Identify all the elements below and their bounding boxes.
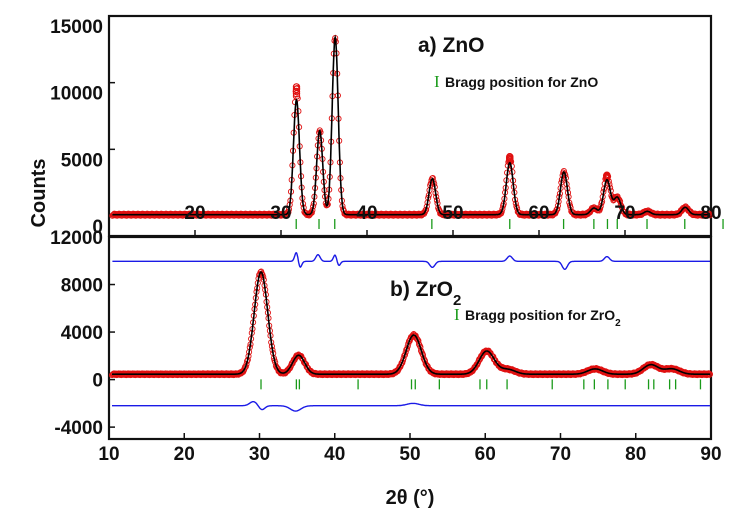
xtick-label-a-5: 70: [614, 203, 635, 224]
ytick-label-a-2: 10000: [50, 84, 103, 105]
observed-series-a: [109, 34, 713, 219]
xtick-label-a-1: 30: [270, 203, 291, 224]
xtick-label-b-8: 90: [700, 444, 721, 465]
panel-b-marks: [108, 268, 714, 412]
observed-point: [603, 171, 611, 179]
observed-point: [506, 153, 514, 161]
y-axis-title: Counts: [28, 159, 50, 228]
observed-point: [704, 212, 711, 219]
panel-a-legend-bragg-icon: I: [434, 72, 440, 91]
xtick-label-a-3: 50: [442, 203, 463, 224]
bragg-ticks-b: [260, 379, 702, 390]
xtick-label-b-7: 80: [625, 444, 646, 465]
xtick-label-b-3: 40: [324, 444, 345, 465]
ytick-label-b-3: 8000: [61, 276, 103, 297]
observed-point: [298, 353, 305, 360]
xtick-label-a-6: 80: [700, 203, 721, 224]
xtick-label-b-5: 60: [475, 444, 496, 465]
observed-point: [292, 83, 301, 91]
panel-b-tick-labels: -4000 0 4000 8000 12000 10 20 30 40 50 60 70 80 90: [50, 228, 721, 465]
panel-a-tick-labels: 0 5000 10000 15000 20 30 40 50 60 70 80: [50, 17, 721, 238]
xtick-label-a-0: 20: [184, 203, 205, 224]
panel-a-title: a) ZnO: [418, 34, 485, 57]
observed-point: [292, 85, 301, 93]
xtick-label-b-0: 10: [98, 444, 119, 465]
observed-point: [414, 336, 421, 343]
panel-b-ticks: [108, 236, 712, 439]
xtick-label-b-2: 30: [249, 444, 270, 465]
ytick-label-b-2: 4000: [61, 323, 103, 344]
panel-a-legend-label: Bragg position for ZnO: [445, 74, 598, 90]
observed-point: [703, 372, 710, 379]
panel-b-zro2: -4000 0 4000 8000 12000 10 20 30 40 50 60 70 80 90 b)…: [50, 228, 721, 509]
xtick-label-b-4: 50: [399, 444, 420, 465]
observed-point: [294, 95, 301, 102]
observed-point: [292, 87, 301, 96]
ytick-label-b-4: 12000: [50, 228, 103, 249]
calculated-series-a: [112, 34, 710, 216]
difference-series-b: [112, 401, 711, 412]
xtick-label-b-6: 70: [550, 444, 571, 465]
panel-a-marks: [109, 34, 724, 271]
ytick-label-a-3: 15000: [50, 17, 103, 38]
panel-b-legend-label: Bragg position for ZrO2: [465, 307, 621, 329]
xtick-label-b-1: 20: [174, 444, 195, 465]
ytick-label-a-1: 5000: [61, 150, 103, 171]
observed-point: [300, 359, 308, 366]
bragg-ticks-a: [295, 219, 724, 229]
ytick-label-b-1: 0: [92, 371, 103, 392]
calculated-series-b: [112, 271, 711, 376]
panel-a-zno: 0 5000 10000 15000 20 30 40 50 60 70 80 a) ZnO I B…: [28, 14, 724, 271]
x-axis-title: 2θ (°): [386, 487, 435, 509]
xtick-label-a-4: 60: [528, 203, 549, 224]
difference-series-a: [112, 252, 711, 271]
ytick-label-b-0: -4000: [54, 418, 103, 439]
ytick-label-a-0: 0: [92, 217, 103, 238]
panel-b-legend-bragg-icon: I: [454, 305, 460, 324]
panel-b-title: b) ZrO2: [390, 278, 461, 309]
observed-point: [424, 363, 431, 370]
xtick-label-a-2: 40: [356, 203, 377, 224]
observed-point: [560, 167, 567, 175]
